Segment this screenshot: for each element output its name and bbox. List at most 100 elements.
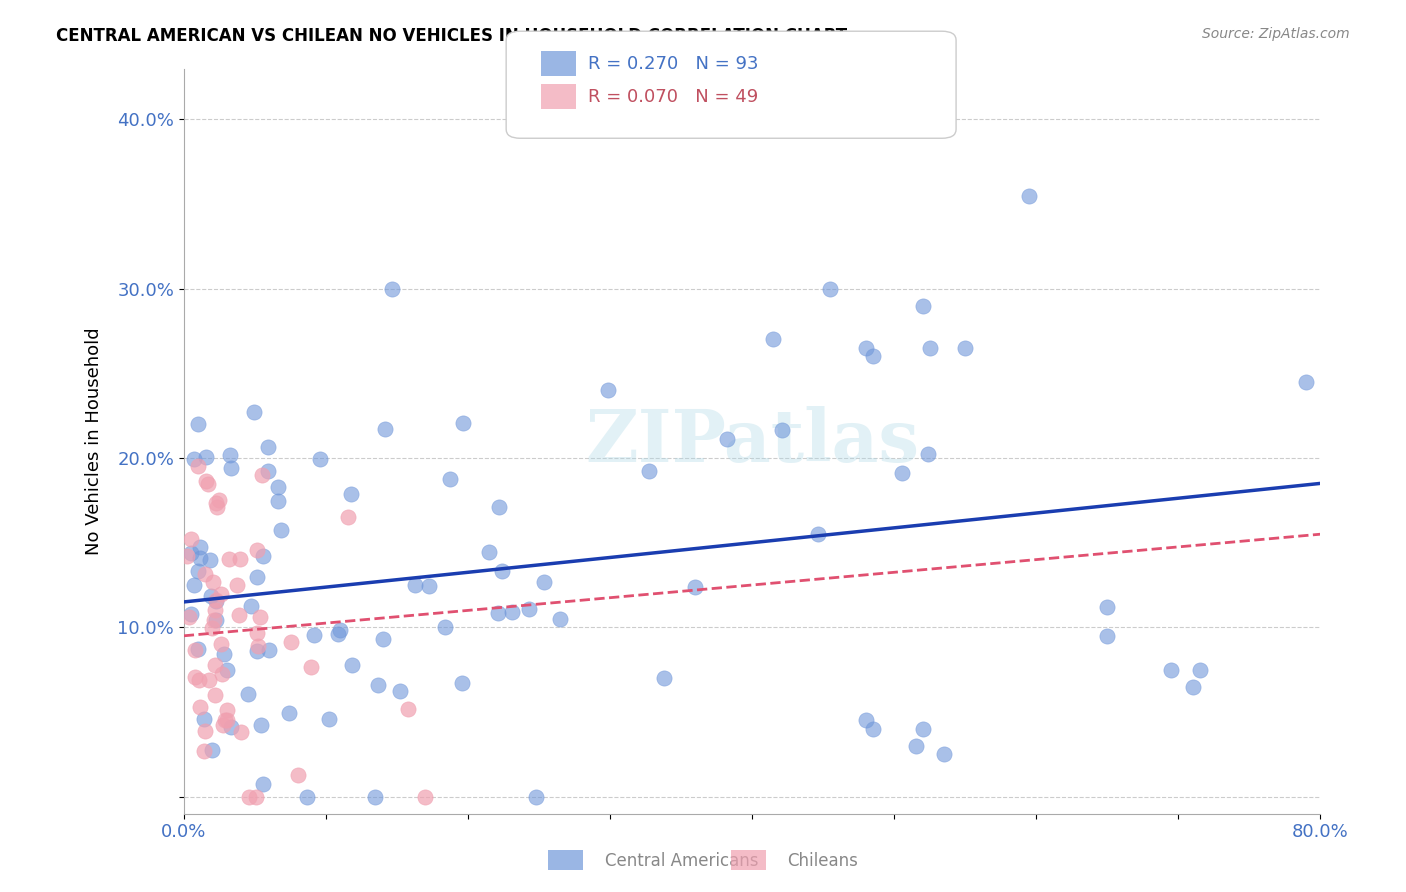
Point bbox=[246, 625, 269, 640]
Point bbox=[238, 789, 260, 804]
Point bbox=[187, 459, 209, 474]
Point bbox=[217, 663, 239, 677]
Point bbox=[250, 467, 273, 482]
Point bbox=[596, 383, 619, 397]
Point bbox=[932, 747, 955, 762]
Point bbox=[318, 712, 340, 726]
Point bbox=[245, 789, 267, 804]
Point bbox=[246, 542, 269, 557]
Text: ZIPatlas: ZIPatlas bbox=[585, 406, 920, 476]
Point bbox=[219, 720, 242, 734]
Point bbox=[855, 714, 877, 728]
Point bbox=[638, 464, 661, 478]
Point bbox=[374, 422, 396, 436]
Point bbox=[246, 644, 269, 658]
Point bbox=[855, 341, 877, 355]
Point bbox=[246, 570, 269, 584]
Point bbox=[204, 593, 226, 607]
Point bbox=[214, 713, 236, 727]
Point bbox=[204, 688, 226, 702]
Point bbox=[183, 452, 205, 467]
Point bbox=[904, 739, 927, 753]
Point bbox=[371, 632, 394, 646]
Point bbox=[277, 706, 299, 720]
Point bbox=[259, 643, 281, 657]
Point bbox=[180, 532, 202, 546]
Point bbox=[200, 589, 222, 603]
Point bbox=[187, 564, 209, 578]
Point bbox=[439, 472, 461, 486]
Point bbox=[201, 575, 224, 590]
Point bbox=[243, 405, 266, 419]
Point bbox=[193, 712, 215, 726]
Point bbox=[249, 610, 271, 624]
Point bbox=[187, 642, 209, 657]
Point bbox=[229, 552, 252, 566]
Point bbox=[184, 670, 207, 684]
Point bbox=[1295, 375, 1317, 389]
Point bbox=[1188, 663, 1211, 677]
Point bbox=[204, 657, 226, 672]
Point bbox=[820, 282, 842, 296]
Point bbox=[240, 599, 263, 614]
Text: R = 0.070   N = 49: R = 0.070 N = 49 bbox=[588, 88, 758, 106]
Point bbox=[911, 722, 934, 736]
Point bbox=[228, 607, 250, 622]
Point bbox=[212, 718, 235, 732]
Point bbox=[205, 614, 228, 628]
Point bbox=[309, 451, 332, 466]
Point bbox=[267, 494, 290, 508]
Point bbox=[188, 551, 211, 566]
Point bbox=[205, 500, 228, 514]
Point bbox=[364, 789, 387, 804]
Text: Central Americans: Central Americans bbox=[605, 852, 758, 870]
Point bbox=[250, 718, 273, 732]
Point bbox=[329, 623, 352, 637]
Point bbox=[367, 677, 389, 691]
Point bbox=[188, 541, 211, 555]
Point bbox=[1097, 629, 1119, 643]
Point bbox=[862, 722, 884, 736]
Point bbox=[270, 523, 292, 537]
Point bbox=[451, 417, 474, 431]
Point bbox=[204, 594, 226, 608]
Point bbox=[205, 496, 228, 510]
Point bbox=[188, 700, 211, 714]
Point bbox=[229, 724, 252, 739]
Point bbox=[517, 602, 540, 616]
Point bbox=[339, 487, 361, 501]
Y-axis label: No Vehicles in Household: No Vehicles in Household bbox=[86, 327, 103, 555]
Point bbox=[204, 603, 226, 617]
Text: Chileans: Chileans bbox=[787, 852, 858, 870]
Point bbox=[287, 768, 309, 782]
Point bbox=[917, 447, 939, 461]
Point bbox=[201, 621, 224, 635]
Point bbox=[770, 423, 793, 437]
Point bbox=[267, 480, 290, 494]
Point bbox=[1018, 188, 1040, 202]
Point bbox=[336, 510, 359, 524]
Point bbox=[180, 545, 202, 559]
Point bbox=[501, 605, 523, 619]
Point bbox=[418, 579, 440, 593]
Point bbox=[302, 627, 325, 641]
Point bbox=[806, 526, 828, 541]
Point bbox=[911, 299, 934, 313]
Point bbox=[252, 549, 274, 564]
Point bbox=[187, 673, 209, 687]
Point bbox=[184, 643, 207, 657]
Point bbox=[202, 614, 225, 628]
Point bbox=[256, 440, 278, 454]
Point bbox=[194, 567, 217, 582]
Point bbox=[256, 464, 278, 478]
Point bbox=[215, 713, 238, 727]
Point bbox=[955, 341, 977, 355]
Point bbox=[246, 639, 269, 653]
Point bbox=[404, 578, 426, 592]
Point bbox=[179, 609, 201, 624]
Point bbox=[862, 350, 884, 364]
Point bbox=[488, 500, 510, 515]
Point bbox=[716, 432, 738, 446]
Point bbox=[389, 684, 412, 698]
Point bbox=[208, 493, 231, 508]
